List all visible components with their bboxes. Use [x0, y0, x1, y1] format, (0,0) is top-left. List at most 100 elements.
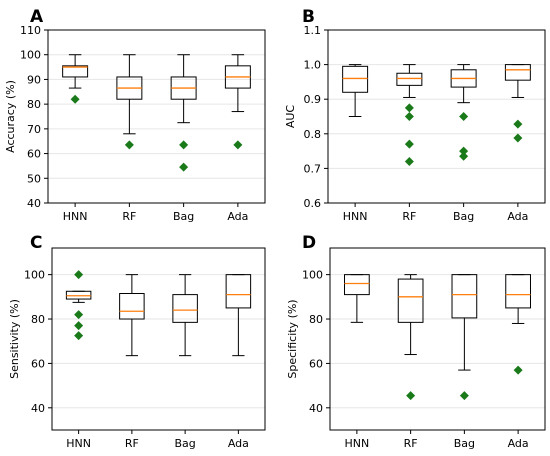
y-tick-label: 90 [27, 73, 41, 86]
axes-frame [329, 247, 546, 431]
box-ada [224, 54, 251, 150]
x-tick-label: HNN [66, 437, 91, 450]
outlier-point [404, 103, 414, 113]
outlier-point [179, 162, 189, 172]
iqr-box [505, 274, 531, 309]
iqr-box [397, 278, 424, 323]
outlier-point [179, 140, 189, 150]
y-tick-label: 60 [31, 357, 45, 370]
y-tick-label: 50 [27, 172, 41, 185]
y-axis-label: Sensitivity (%) [8, 299, 21, 379]
panel-d: 40 60 80 100 Specificity (%) D HNN RF Bag Ada [286, 233, 546, 450]
x-tick-label: Bag [174, 437, 195, 450]
y-tick-label: 1.0 [304, 59, 322, 72]
x-tick-label: RF [125, 437, 139, 450]
outlier-point [513, 133, 523, 143]
iqr-box [62, 65, 89, 78]
axes-frame [47, 29, 266, 204]
x-tick-label: HNN [63, 210, 88, 223]
y-tick-label: 80 [31, 313, 45, 326]
y-tick-label: 100 [24, 269, 45, 282]
panel-b: 0.6 0.7 0.8 0.9 1.0 1.1 AUC B HNN RF Bag Ada [284, 7, 546, 223]
outlier-point [233, 140, 243, 150]
iqr-box [225, 274, 252, 309]
y-tick-label: 60 [309, 357, 323, 370]
y-tick-label: 80 [27, 98, 41, 111]
box-rf [116, 54, 143, 150]
outlier-point [513, 119, 523, 129]
outlier-point [459, 391, 469, 401]
y-tick-label: 80 [309, 313, 323, 326]
axes-frame [51, 247, 266, 431]
panel-letter: C [30, 233, 42, 253]
box-hnn [342, 64, 369, 117]
y-tick-label: 100 [20, 49, 41, 62]
iqr-box [344, 274, 370, 296]
y-tick-label: 40 [309, 402, 323, 415]
iqr-box [504, 64, 531, 81]
y-axis-label: Accuracy (%) [4, 80, 17, 153]
y-tick-label: 40 [27, 197, 41, 210]
outlier-point [404, 139, 414, 149]
x-tick-label: RF [404, 437, 418, 450]
outlier-point [74, 321, 84, 331]
x-tick-label: Bag [453, 210, 474, 223]
x-tick-label: Ada [227, 210, 248, 223]
x-tick-label: Bag [454, 437, 475, 450]
outlier-point [70, 94, 80, 104]
outlier-point [404, 112, 414, 121]
box-hnn [344, 274, 370, 323]
box-hnn [65, 270, 92, 341]
outlier-point [459, 146, 469, 156]
y-tick-label: 110 [20, 24, 41, 37]
axes-frame [327, 29, 546, 204]
iqr-box [342, 65, 369, 93]
x-tick-label: Ada [228, 437, 249, 450]
box-rf [396, 64, 423, 166]
panel-letter: D [302, 233, 316, 253]
box-bag [451, 274, 478, 401]
y-tick-label: 100 [302, 269, 323, 282]
outlier-point [124, 140, 134, 150]
panel-c: 40 60 80 100 Sensitivity (%) C HNN RF Bag Ada [8, 233, 266, 450]
y-axis-label: Specificity (%) [286, 299, 299, 378]
y-tick-label: 60 [27, 148, 41, 161]
x-tick-label: HNN [345, 437, 370, 450]
y-tick-label: 1.1 [304, 24, 322, 37]
y-tick-label: 0.9 [304, 93, 322, 106]
outlier-point [404, 156, 414, 166]
x-tick-label: RF [122, 210, 136, 223]
outlier-point [74, 270, 84, 280]
box-hnn [62, 54, 89, 104]
box-rf [119, 274, 145, 357]
box-bag [170, 54, 197, 172]
x-tick-label: HNN [343, 210, 368, 223]
y-tick-label: 0.6 [304, 197, 322, 210]
x-tick-label: Ada [508, 437, 529, 450]
box-bag [172, 274, 198, 357]
box-ada [504, 64, 531, 143]
box-bag [450, 64, 477, 161]
box-ada [505, 274, 531, 375]
y-tick-label: 0.8 [304, 128, 322, 141]
y-tick-label: 70 [27, 123, 41, 136]
iqr-box [119, 293, 145, 320]
y-tick-label: 40 [31, 402, 45, 415]
box-rf [397, 274, 424, 401]
outlier-point [513, 365, 523, 375]
outlier-point [459, 151, 469, 161]
y-axis-label: AUC [284, 105, 297, 129]
iqr-box [451, 274, 478, 319]
x-tick-label: RF [402, 210, 416, 223]
panel-letter: A [30, 7, 44, 27]
x-tick-label: Ada [507, 210, 528, 223]
x-tick-label: Bag [173, 210, 194, 223]
y-tick-label: 0.7 [304, 162, 322, 175]
panel-a: 40 50 60 70 80 90 100 110 Accuracy (%) A HNN RF Bag A… [4, 7, 266, 223]
outlier-point [74, 310, 84, 320]
iqr-box [396, 72, 423, 86]
panel-letter: B [302, 7, 315, 27]
outlier-point [74, 331, 84, 341]
